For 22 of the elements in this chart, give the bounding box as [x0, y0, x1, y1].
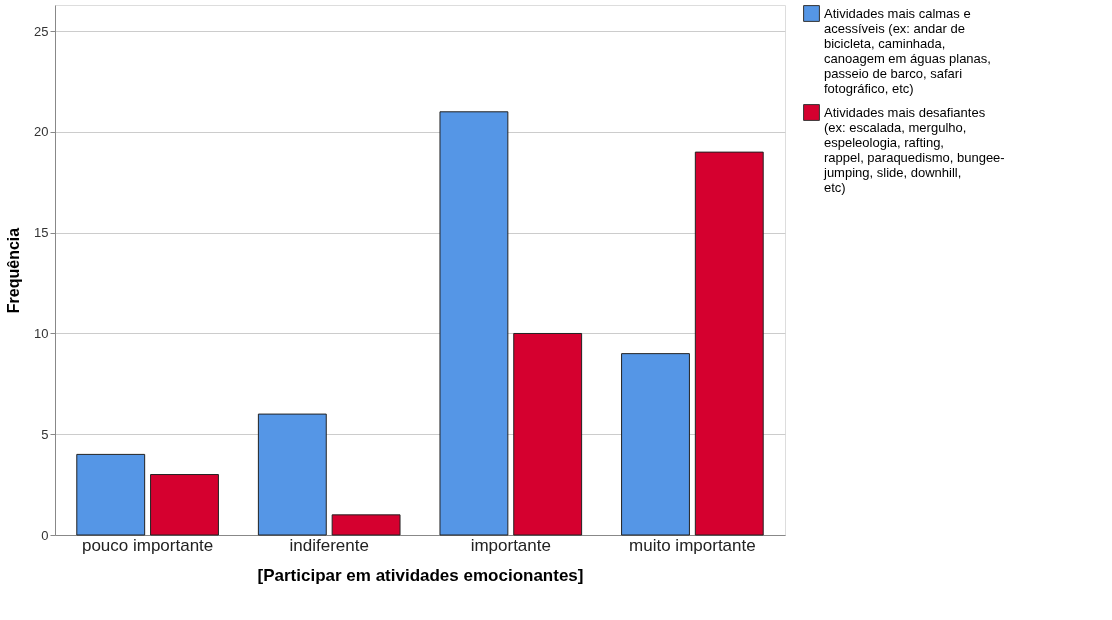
y-tick-label: 15 [34, 225, 49, 241]
bar [694, 151, 764, 536]
legend-label: Atividades mais desafiantes (ex: escalada, mergulho, espeleologia, rafting, rappel, paraquedismo, bungee-jumping, slide, downhill, etc) [823, 104, 1005, 195]
bar [150, 474, 219, 536]
legend-label: Atividades mais calmas e acessíveis (ex: andar de bicicleta, caminhada, canoagem em águas planas, passeio de barco, safari fotográfico, etc) [824, 5, 991, 96]
bar [621, 353, 690, 536]
bar [257, 413, 327, 536]
x-tick-label: indiferente [289, 535, 369, 555]
y-tick-label: 5 [41, 426, 49, 442]
x-tick-label: importante [470, 535, 551, 555]
y-tick-label: 0 [41, 527, 49, 543]
x-tick-label: pouco importante [81, 535, 214, 555]
bar [76, 453, 146, 536]
y-tick-label: 20 [34, 124, 49, 140]
y-tick-label: 25 [34, 23, 49, 39]
y-axis-title: Frequência [5, 227, 23, 314]
bar [439, 111, 509, 536]
bar [331, 514, 401, 536]
y-tick-label: 10 [34, 325, 49, 341]
x-axis-title: [Participar em atividades emocionantes] [257, 565, 584, 585]
x-tick-label: muito importante [629, 535, 756, 555]
bar [513, 332, 583, 536]
